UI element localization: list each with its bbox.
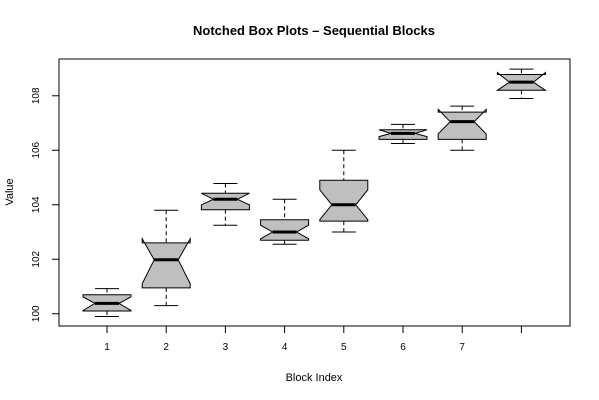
- chart-title: Notched Box Plots – Sequential Blocks: [193, 23, 435, 38]
- notched-box: [437, 108, 487, 140]
- x-tick-label: 1: [104, 342, 110, 353]
- x-tick-label: 3: [223, 342, 229, 353]
- boxes: [82, 68, 548, 317]
- x-tick-label: 6: [400, 342, 406, 353]
- box-8: [495, 68, 548, 100]
- box-6: [378, 123, 428, 144]
- y-tick-label: 106: [31, 141, 42, 158]
- plot-frame: [58, 58, 571, 327]
- notched-box: [200, 192, 250, 211]
- x-axis-label: Block Index: [286, 372, 343, 384]
- y-tick-label: 104: [31, 196, 42, 213]
- notched-box: [319, 179, 369, 222]
- box-7: [437, 105, 487, 151]
- box-2: [141, 209, 191, 307]
- notched-box: [141, 236, 191, 289]
- box-3: [200, 183, 250, 226]
- y-axis: 100 102 104 106 108: [31, 87, 60, 322]
- y-axis-label: Value: [4, 178, 16, 205]
- box-1: [82, 288, 132, 317]
- y-tick-label: 102: [31, 250, 42, 267]
- y-tick-label: 100: [31, 305, 42, 322]
- x-tick-label: 2: [163, 342, 169, 353]
- x-tick-label: 7: [459, 342, 465, 353]
- x-axis: 1 2 3 4 5 6 7: [104, 325, 522, 353]
- y-tick-label: 108: [31, 87, 42, 104]
- x-tick-label: 4: [282, 342, 288, 353]
- x-tick-label: 5: [341, 342, 347, 353]
- box-5: [319, 149, 369, 233]
- box-4: [260, 198, 310, 245]
- notched-box: [260, 219, 310, 241]
